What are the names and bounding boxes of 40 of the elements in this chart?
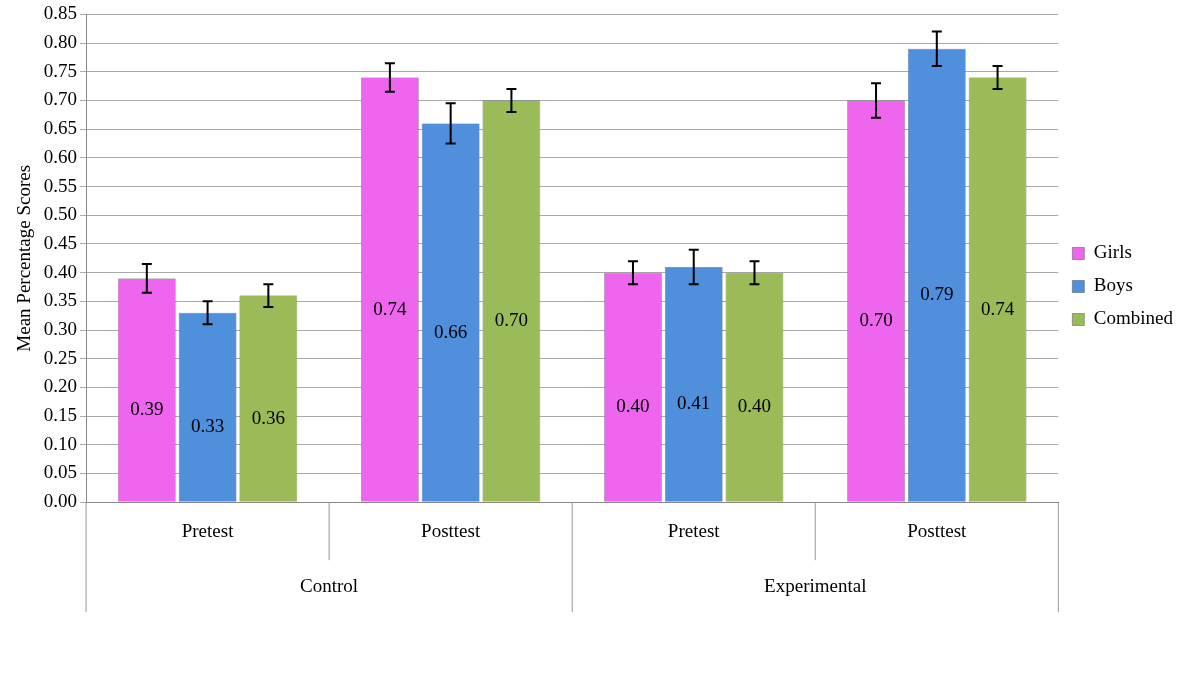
y-tick-label: 0.85 [43,2,78,24]
data-label: 0.33 [190,415,225,437]
x-tick-label: Pretest [667,519,721,541]
y-tick-label: 0.40 [43,260,78,282]
x-tick-label: Posttest [421,519,481,541]
y-tick-label: 0.15 [43,404,78,426]
data-label: 0.40 [737,395,772,417]
legend-label: Boys [1093,274,1133,296]
y-tick-label: 0.65 [43,117,78,139]
y-tick-label: 0.70 [43,88,78,110]
y-axis-title: Mean Percentage Scores [13,164,35,352]
data-label: 0.39 [130,398,164,420]
data-label: 0.79 [920,283,954,305]
data-label: 0.70 [859,309,893,331]
data-label: 0.74 [980,297,1015,319]
y-tick-label: 0.25 [43,346,78,368]
text: Experimental [764,575,867,597]
y-tick-label: 0.60 [43,145,78,167]
y-tick-label: 0.50 [43,203,78,225]
y-tick-label: 0.00 [43,490,78,512]
x-tick-label: Pretest [181,519,235,541]
y-tick-label: 0.45 [43,231,78,253]
y-tick-label: 0.20 [43,375,78,397]
y-tick-label: 0.05 [43,461,78,483]
x-tick-label: Posttest [907,519,968,541]
data-label: 0.40 [616,395,650,417]
y-tick-label: 0.55 [43,174,78,196]
data-label: 0.41 [677,392,711,414]
legend-label: Combined [1093,307,1174,329]
y-tick-label: 0.30 [43,318,78,340]
y-tick-label: 0.75 [43,59,78,81]
data-label: 0.66 [434,320,468,342]
y-tick-label: 0.35 [43,289,78,311]
text: Control [300,575,359,597]
data-label: 0.74 [373,297,408,319]
y-tick-label: 0.80 [43,31,78,53]
legend-label: Girls [1093,241,1132,263]
data-label: 0.70 [494,309,529,331]
data-label: 0.36 [251,406,285,428]
y-tick-label: 0.10 [43,432,78,454]
